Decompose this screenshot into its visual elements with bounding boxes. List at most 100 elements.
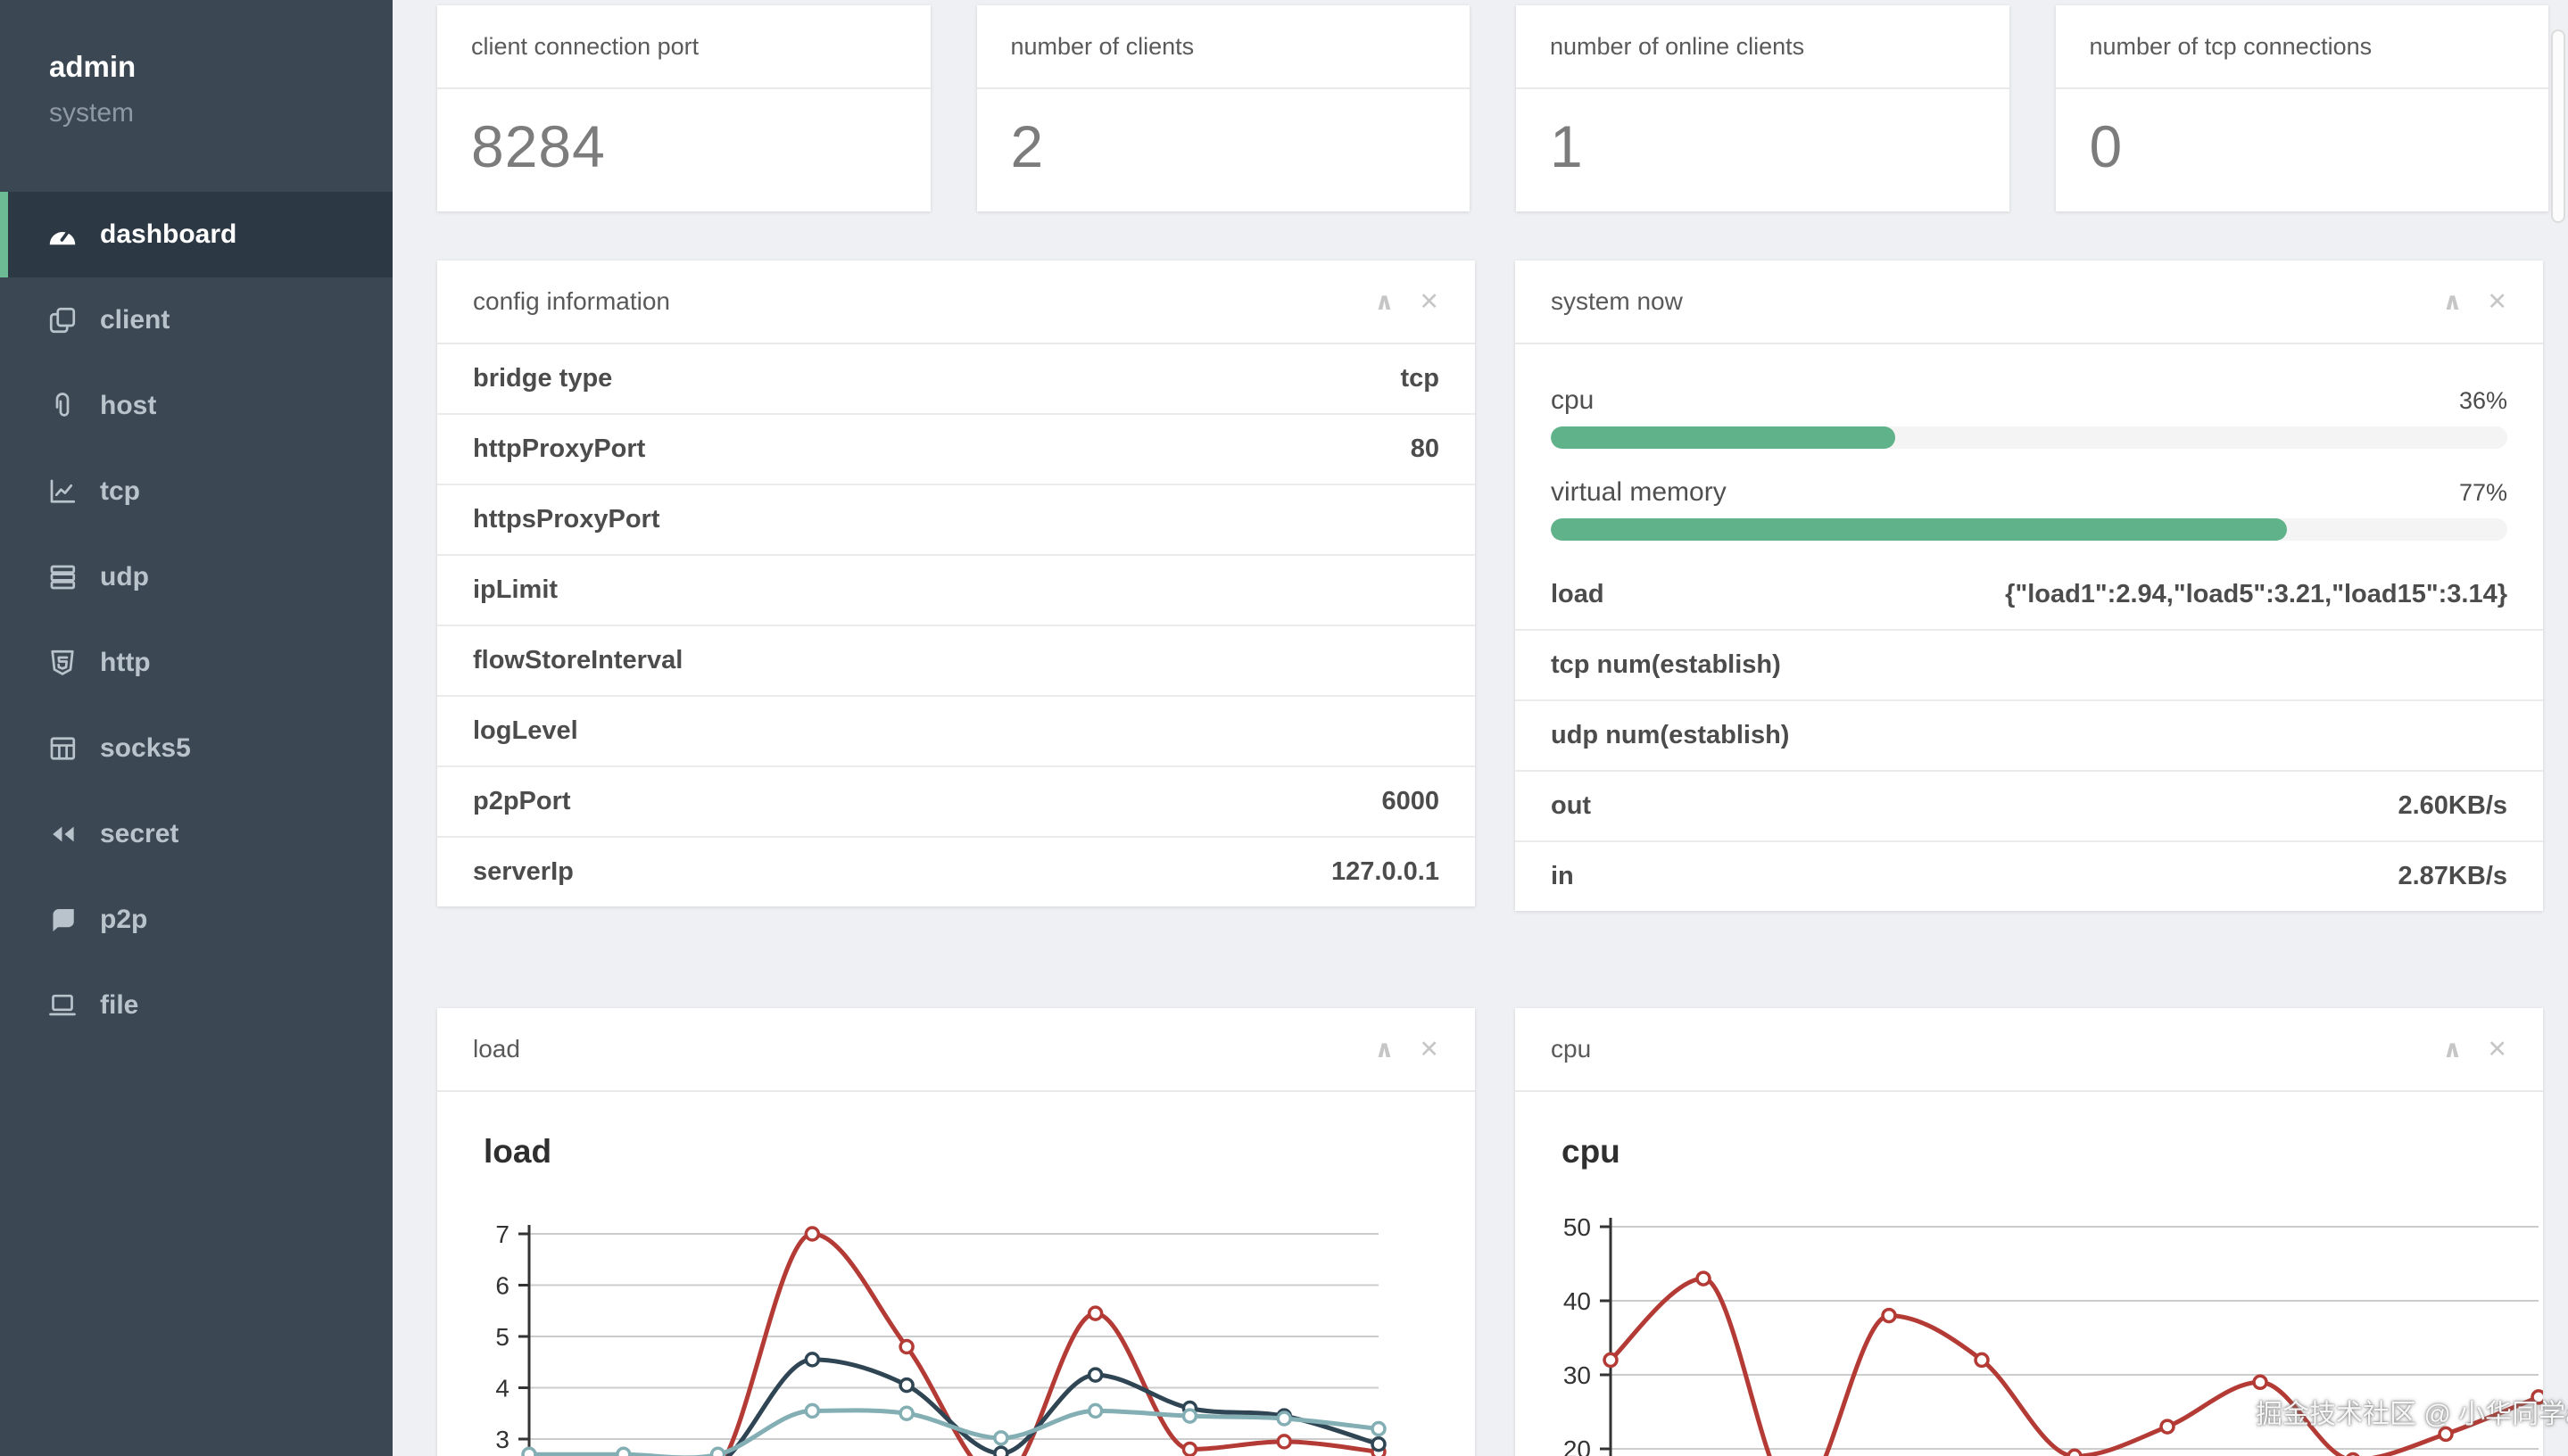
stat-card-title: client connection port xyxy=(437,5,931,89)
panel-title: load xyxy=(473,1035,520,1063)
stat-card-title: number of online clients xyxy=(1516,5,2009,89)
table-row: out 2.60KB/s xyxy=(1515,772,2543,842)
chart-line-icon xyxy=(46,476,79,508)
svg-text:6: 6 xyxy=(495,1272,509,1300)
row-value: 6000 xyxy=(1381,787,1439,815)
scrollbar-thumb[interactable] xyxy=(2551,29,2565,223)
table-row: httpProxyPort 80 xyxy=(437,415,1475,485)
table-row: tcp num(establish) xyxy=(1515,631,2543,701)
row-label: ipLimit xyxy=(473,575,559,604)
close-icon[interactable]: ✕ xyxy=(1419,287,1439,315)
sidebar-menu: dashboard client host tcp udp http socks5 secre… xyxy=(0,192,393,1048)
load-panel-header: load ∧ ✕ xyxy=(437,1008,1475,1092)
table-row: p2pPort 6000 xyxy=(437,767,1475,838)
table-row: flowStoreInterval xyxy=(437,626,1475,697)
server-icon xyxy=(46,561,79,593)
sidebar-item-label: client xyxy=(100,305,170,335)
stat-card: number of clients 2 xyxy=(976,5,1470,211)
sidebar-item-label: secret xyxy=(100,819,179,848)
watermark: 掘金技术社区 @ 小华同学ai xyxy=(2256,1400,2568,1429)
panel-controls: ∧ ✕ xyxy=(1374,1035,1439,1063)
panel-title: config information xyxy=(473,287,671,315)
collapse-icon[interactable]: ∧ xyxy=(2442,287,2463,315)
svg-text:30: 30 xyxy=(1563,1361,1591,1389)
config-rows: bridge type tcp httpProxyPort 80 httpsProxyP… xyxy=(437,344,1475,906)
sidebar-item-udp[interactable]: udp xyxy=(0,534,393,620)
sidebar-item-p2p[interactable]: p2p xyxy=(0,877,393,963)
sidebar-item-dashboard[interactable]: dashboard xyxy=(0,192,393,277)
config-panel-header: config information ∧ ✕ xyxy=(437,261,1475,344)
stat-card-value: 2 xyxy=(1010,113,1045,179)
stat-card-title: number of clients xyxy=(976,5,1470,89)
collapse-icon[interactable]: ∧ xyxy=(1374,287,1395,315)
html5-icon xyxy=(46,647,79,679)
svg-text:40: 40 xyxy=(1563,1287,1591,1315)
row-value: tcp xyxy=(1400,364,1440,393)
table-icon xyxy=(46,732,79,765)
cpu-chart-title: cpu xyxy=(1562,1133,1620,1170)
system-rows: load {"load1":2.94,"load5":3.21,"load15":… xyxy=(1515,560,2543,911)
progress-fill xyxy=(1551,426,1895,449)
backward-icon xyxy=(46,818,79,850)
load-chart: 3 4 5 6 7 xyxy=(495,1220,1387,1456)
sidebar-item-host[interactable]: host xyxy=(0,363,393,449)
main-content: client connection port 8284 number of clie… xyxy=(393,0,2568,1456)
stat-card: number of online clients 1 xyxy=(1516,5,2009,211)
stat-card-value: 1 xyxy=(1550,113,1584,179)
row-label: httpsProxyPort xyxy=(473,505,660,534)
close-icon[interactable]: ✕ xyxy=(2487,287,2507,315)
sidebar-item-label: tcp xyxy=(100,476,140,506)
sidebar: admin system dashboard client host tcp udp ht… xyxy=(0,0,393,1456)
row-label: tcp num(establish) xyxy=(1551,650,1781,679)
sidebar-item-label: socks5 xyxy=(100,733,191,763)
copy-icon xyxy=(46,304,79,336)
table-row: load {"load1":2.94,"load5":3.21,"load15":… xyxy=(1515,560,2543,631)
sidebar-item-http[interactable]: http xyxy=(0,620,393,706)
system-gauges: cpu 36% virtual memory 77% xyxy=(1515,344,2543,560)
panel-controls: ∧ ✕ xyxy=(2442,287,2507,315)
sidebar-item-label: file xyxy=(100,990,139,1020)
svg-text:50: 50 xyxy=(1563,1213,1591,1241)
sidebar-item-file[interactable]: file xyxy=(0,963,393,1048)
system-panel-header: system now ∧ ✕ xyxy=(1515,261,2543,344)
sidebar-item-label: host xyxy=(100,391,157,420)
gauge-cpu: cpu 36% xyxy=(1551,385,2507,449)
close-icon[interactable]: ✕ xyxy=(2487,1035,2507,1063)
gauge-label: virtual memory xyxy=(1551,477,1727,507)
sidebar-item-client[interactable]: client xyxy=(0,277,393,363)
row-label: udp num(establish) xyxy=(1551,721,1790,749)
stat-card-value: 0 xyxy=(2089,113,2124,179)
progress-track xyxy=(1551,518,2507,541)
sidebar-item-socks5[interactable]: socks5 xyxy=(0,706,393,791)
table-row: httpsProxyPort xyxy=(437,485,1475,556)
laptop-icon xyxy=(46,989,79,1022)
stat-card-value: 8284 xyxy=(471,113,606,179)
svg-text:7: 7 xyxy=(495,1220,509,1248)
table-row: ipLimit xyxy=(437,556,1475,626)
row-value: 2.60KB/s xyxy=(2398,791,2507,820)
row-label: load xyxy=(1551,580,1604,608)
row-value: 80 xyxy=(1410,434,1439,463)
sidebar-item-tcp[interactable]: tcp xyxy=(0,449,393,534)
table-row: udp num(establish) xyxy=(1515,701,2543,772)
collapse-icon[interactable]: ∧ xyxy=(1374,1035,1395,1063)
panel-title: system now xyxy=(1551,287,1683,315)
system-panel: system now ∧ ✕ cpu 36% virtual memory 77% l… xyxy=(1515,261,2543,911)
gauge-icon xyxy=(46,219,79,251)
row-label: p2pPort xyxy=(473,787,571,815)
stat-card-title: number of tcp connections xyxy=(2055,5,2548,89)
close-icon[interactable]: ✕ xyxy=(1419,1035,1439,1063)
table-row: serverIp 127.0.0.1 xyxy=(437,838,1475,906)
row-label: serverIp xyxy=(473,857,574,886)
row-value: {"load1":2.94,"load5":3.21,"load15":3.14… xyxy=(2005,580,2507,608)
sidebar-item-secret[interactable]: secret xyxy=(0,791,393,877)
panel-title: cpu xyxy=(1551,1035,1592,1063)
collapse-icon[interactable]: ∧ xyxy=(2442,1035,2463,1063)
table-row: in 2.87KB/s xyxy=(1515,842,2543,911)
sidebar-item-label: p2p xyxy=(100,905,148,934)
cpu-chart: 20 30 40 50 xyxy=(1563,1213,2543,1456)
stat-cards-row: client connection port 8284 number of clie… xyxy=(437,5,2548,211)
table-row: logLevel xyxy=(437,697,1475,767)
cpu-chart-panel: cpu ∧ ✕ cpu 20 30 40 50 掘金技术社区 @ 小华同学ai xyxy=(1515,1008,2568,1456)
